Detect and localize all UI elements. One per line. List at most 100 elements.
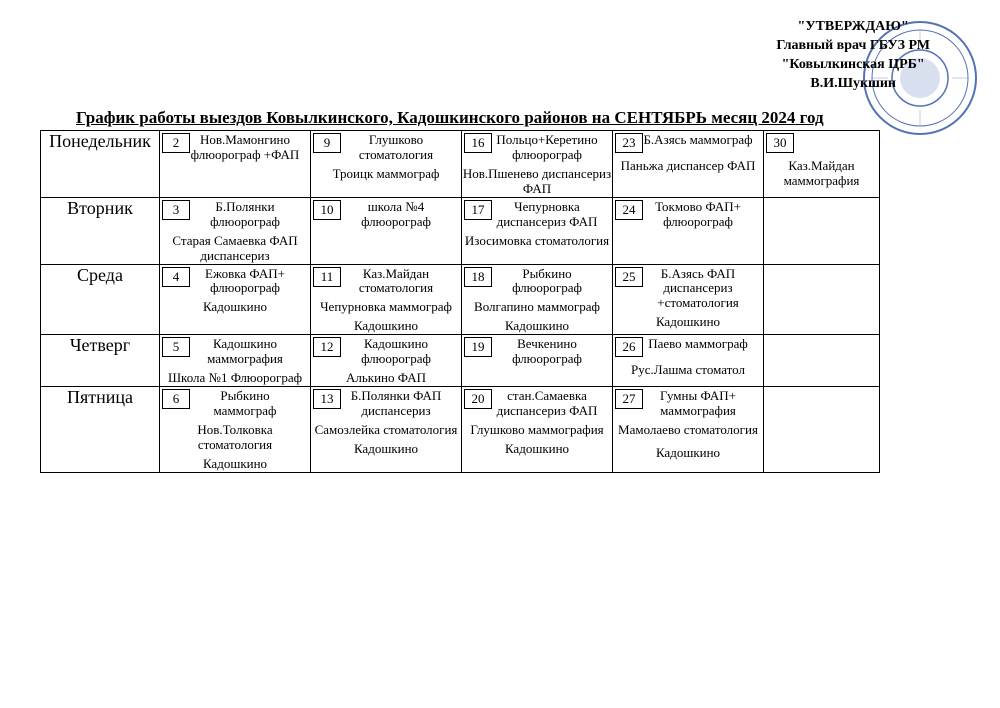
- cell-extra-text: Чепурновка маммограф: [311, 296, 461, 315]
- day-number: 20: [464, 389, 492, 409]
- day-number: 13: [313, 389, 341, 409]
- cell-top-text: [794, 131, 869, 133]
- schedule-cell: 6Рыбкино маммографНов.Толковка стоматоло…: [160, 387, 311, 473]
- schedule-cell: 5Кадошкино маммографияШкола №1 Флюорогра…: [160, 335, 311, 387]
- cell-top-text: Б.Полянки ФАП диспансериз: [341, 387, 451, 419]
- schedule-cell: 19Вечкенино флюорограф: [462, 335, 613, 387]
- schedule-cell: [764, 197, 880, 264]
- schedule-cell: [764, 387, 880, 473]
- cell-extra-text: Старая Самаевка ФАП диспансериз: [160, 230, 310, 264]
- schedule-table: Понедельник2Нов.Мамонгино флюорограф +ФА…: [40, 130, 880, 473]
- cell-extra-text: Каз.Майдан маммография: [764, 155, 879, 189]
- schedule-cell: 2Нов.Мамонгино флюорограф +ФАП: [160, 131, 311, 198]
- weekday-name: Пятница: [41, 387, 160, 473]
- cell-extra-text: Глушково маммография: [462, 419, 612, 438]
- weekday-name: Среда: [41, 264, 160, 335]
- cell-extra-text: Кадошкино: [311, 438, 461, 457]
- cell-extra-text: Мамолаево стоматология: [613, 419, 763, 438]
- schedule-cell: [764, 264, 880, 335]
- approve-line-1: "УТВЕРЖДАЮ": [776, 18, 930, 37]
- schedule-cell: 11Каз.Майдан стоматологияЧепурновка мамм…: [311, 264, 462, 335]
- cell-top-text: [794, 335, 869, 337]
- cell-top-text: Токмово ФАП+ флюорограф: [643, 198, 753, 230]
- day-number: 26: [615, 337, 643, 357]
- schedule-cell: 27Гумны ФАП+ маммографияМамолаево стомат…: [613, 387, 764, 473]
- cell-extra-text: Кадошкино: [462, 438, 612, 457]
- schedule-cell: 24Токмово ФАП+ флюорограф: [613, 197, 764, 264]
- day-number: 12: [313, 337, 341, 357]
- schedule-cell: [764, 335, 880, 387]
- cell-top-text: Паево маммограф: [643, 335, 753, 352]
- cell-extra-text: Волгапино маммограф: [462, 296, 612, 315]
- cell-top-text: Каз.Майдан стоматология: [341, 265, 451, 297]
- cell-top-text: Кадошкино флюорограф: [341, 335, 451, 367]
- cell-extra-text: Кадошкино: [311, 315, 461, 334]
- day-number: 2: [162, 133, 190, 153]
- cell-top-text: Глушково стоматология: [341, 131, 451, 163]
- day-number: 23: [615, 133, 643, 153]
- cell-extra-text: Кадошкино: [462, 315, 612, 334]
- approval-block: "УТВЕРЖДАЮ" Главный врач ГБУЗ РМ "Ковылк…: [776, 18, 930, 94]
- schedule-cell: 25Б.Азясь ФАП диспансериз +стоматологияК…: [613, 264, 764, 335]
- day-number: 19: [464, 337, 492, 357]
- cell-extra-text: Троицк маммограф: [311, 163, 461, 182]
- cell-top-text: Б.Полянки флюорограф: [190, 198, 300, 230]
- day-number: 6: [162, 389, 190, 409]
- cell-extra-text: Паньжа диспансер ФАП: [613, 155, 763, 174]
- day-number: 25: [615, 267, 643, 287]
- schedule-cell: 3Б.Полянки флюорографСтарая Самаевка ФАП…: [160, 197, 311, 264]
- day-number: 30: [766, 133, 794, 153]
- approve-line-3: "Ковылкинская ЦРБ": [776, 56, 930, 75]
- cell-extra-text: Кадошкино: [613, 311, 763, 330]
- cell-extra-text: Нов.Пшенево диспансериз ФАП: [462, 163, 612, 197]
- day-number: 4: [162, 267, 190, 287]
- cell-extra-text: Кадошкино: [160, 296, 310, 315]
- cell-extra-text: Самозлейка стоматология: [311, 419, 461, 438]
- schedule-cell: 30Каз.Майдан маммография: [764, 131, 880, 198]
- cell-top-text: стан.Самаевка диспансериз ФАП: [492, 387, 602, 419]
- day-number: 5: [162, 337, 190, 357]
- schedule-cell: 4Ежовка ФАП+ флюорографКадошкино: [160, 264, 311, 335]
- cell-top-text: Б.Азясь ФАП диспансериз +стоматология: [643, 265, 753, 312]
- cell-top-text: Польцо+Керетино флюорограф: [492, 131, 602, 163]
- weekday-name: Четверг: [41, 335, 160, 387]
- weekday-name: Понедельник: [41, 131, 160, 198]
- cell-top-text: Ежовка ФАП+ флюорограф: [190, 265, 300, 297]
- cell-top-text: школа №4 флюорограф: [341, 198, 451, 230]
- cell-top-text: [794, 387, 869, 389]
- cell-top-text: Гумны ФАП+ маммография: [643, 387, 753, 419]
- day-number: 16: [464, 133, 492, 153]
- cell-extra-text: Кадошкино: [160, 453, 310, 472]
- schedule-cell: 26Паево маммографРус.Лашма стоматол: [613, 335, 764, 387]
- schedule-cell: 16Польцо+Керетино флюорографНов.Пшенево …: [462, 131, 613, 198]
- day-number: 18: [464, 267, 492, 287]
- cell-top-text: [794, 198, 869, 200]
- day-number: 9: [313, 133, 341, 153]
- day-number: 10: [313, 200, 341, 220]
- schedule-cell: 10школа №4 флюорограф: [311, 197, 462, 264]
- day-number: 11: [313, 267, 341, 287]
- day-number: 24: [615, 200, 643, 220]
- cell-top-text: Нов.Мамонгино флюорограф +ФАП: [190, 131, 300, 163]
- approve-line-2: Главный врач ГБУЗ РМ: [776, 37, 930, 56]
- schedule-cell: 20стан.Самаевка диспансериз ФАПГлушково …: [462, 387, 613, 473]
- document-title: График работы выездов Ковылкинского, Кад…: [76, 108, 980, 128]
- weekday-name: Вторник: [41, 197, 160, 264]
- cell-extra-text: Изосимовка стоматология: [462, 230, 612, 249]
- schedule-cell: 9Глушково стоматологияТроицк маммограф: [311, 131, 462, 198]
- cell-top-text: Б.Азясь маммограф: [643, 131, 753, 148]
- day-number: 3: [162, 200, 190, 220]
- cell-top-text: Рыбкино флюорограф: [492, 265, 602, 297]
- day-number: 27: [615, 389, 643, 409]
- schedule-cell: 23Б.Азясь маммограф Паньжа диспансер ФАП: [613, 131, 764, 198]
- approve-line-4: В.И.Шукшин: [776, 75, 930, 94]
- day-number: 17: [464, 200, 492, 220]
- cell-top-text: Кадошкино маммография: [190, 335, 300, 367]
- cell-top-text: Чепурновка диспансериз ФАП: [492, 198, 602, 230]
- schedule-cell: 13Б.Полянки ФАП диспансеризСамозлейка ст…: [311, 387, 462, 473]
- cell-top-text: Рыбкино маммограф: [190, 387, 300, 419]
- cell-top-text: Вечкенино флюорограф: [492, 335, 602, 367]
- cell-extra-text: Нов.Толковка стоматология: [160, 419, 310, 453]
- cell-extra-text: Кадошкино: [613, 442, 763, 461]
- schedule-cell: 18Рыбкино флюорографВолгапино маммографК…: [462, 264, 613, 335]
